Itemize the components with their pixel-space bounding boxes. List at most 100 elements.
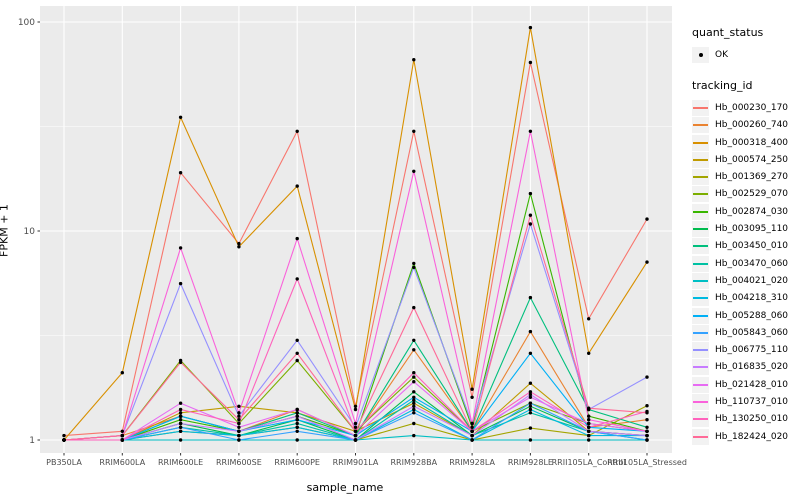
data-point [353,429,358,433]
data-point [237,414,241,418]
x-tick-label: RRIM600SE [216,458,262,467]
legend-label-ok: OK [715,49,728,60]
legend-key [692,203,709,220]
x-tick-label: RRIM901LA [333,458,379,467]
data-point [470,425,474,429]
data-point [528,411,533,415]
x-tick-label: RRIM600PE [274,458,320,467]
data-point [412,401,416,405]
legend-key [692,342,709,359]
data-point [237,404,241,408]
legend-label: Hb_130250_010 [715,414,789,425]
legend-item: Hb_004218_310 [692,290,798,307]
data-point [587,406,591,410]
legend-label: Hb_005843_060 [715,327,789,338]
data-point [587,433,591,438]
x-tick-label: RRII105LA_Stressed [607,458,687,467]
data-point [295,425,299,429]
data-point [237,429,241,433]
data-point [353,404,358,408]
data-point [412,338,416,342]
data-point [295,407,299,412]
data-point [353,433,358,438]
x-tick-label: RRIM600LE [158,458,203,467]
data-point [295,411,299,415]
legend-line-swatch [693,331,708,334]
data-point [412,129,416,133]
legend-line-swatch [693,435,708,438]
legend-line-swatch [693,210,708,213]
data-point [178,421,183,426]
data-point [470,395,474,399]
data-point [528,191,533,196]
data-point [412,348,416,352]
data-point [470,433,474,438]
data-point [587,414,591,418]
data-point [645,217,649,221]
legend-line-swatch [693,297,708,300]
x-axis-title: sample_name [306,481,384,494]
data-point [412,375,416,379]
data-point [528,438,533,442]
data-point [412,58,416,62]
data-point [295,351,299,355]
y-tick-label: 1 [29,436,35,446]
data-point [645,438,649,442]
legend-item: Hb_002874_030 [692,203,798,220]
legend-line-swatch [693,400,708,403]
legend-key [692,134,709,151]
legend-line-swatch [693,279,708,282]
legend-line-swatch [693,262,708,265]
legend-key [692,324,709,341]
data-point [295,338,299,342]
legend-label: Hb_003095_110 [715,224,789,235]
legend-line-swatch [693,245,708,248]
data-point [645,260,649,264]
data-point [528,426,533,430]
legend-key [692,169,709,186]
legend-item: Hb_005843_060 [692,324,798,341]
data-point [587,317,591,321]
legend-item: Hb_005288_060 [692,307,798,324]
data-point [178,418,183,422]
legend-key [692,290,709,307]
legend-label: Hb_000230_170 [715,102,789,113]
data-point [178,411,183,415]
data-point [62,433,66,438]
legend-key [692,117,709,134]
x-tick-label: RRIM928BA [390,458,437,467]
legend-item: Hb_016835_020 [692,359,798,376]
legend-label: Hb_110737_010 [715,396,789,407]
data-point [120,371,125,375]
legend-item: Hb_000318_400 [692,134,798,151]
legend-key [692,272,709,289]
legend-label: Hb_004218_310 [715,293,789,304]
data-point [412,265,416,270]
data-point [587,425,591,429]
data-point [412,421,416,426]
data-point [178,360,183,365]
data-point [528,295,533,300]
legend-item: Hb_182424_020 [692,428,798,445]
legend-key [692,393,709,410]
legend-line-swatch [693,158,708,161]
legend-key [692,411,709,428]
legend-line-swatch [693,193,708,196]
legend-line-swatch [693,176,708,179]
data-point [412,433,416,438]
data-point [412,261,416,266]
data-point [528,401,533,405]
legend-line-swatch [693,314,708,317]
data-point [587,438,591,442]
data-point [528,351,533,355]
legend-line-swatch [693,349,708,352]
y-tick-label: 10 [24,227,36,237]
data-point [528,222,533,226]
legend-key [692,428,709,445]
data-point [412,371,416,375]
data-point [587,421,591,426]
legend-label: Hb_003470_060 [715,258,789,269]
data-point [645,429,649,433]
data-point [412,398,416,402]
